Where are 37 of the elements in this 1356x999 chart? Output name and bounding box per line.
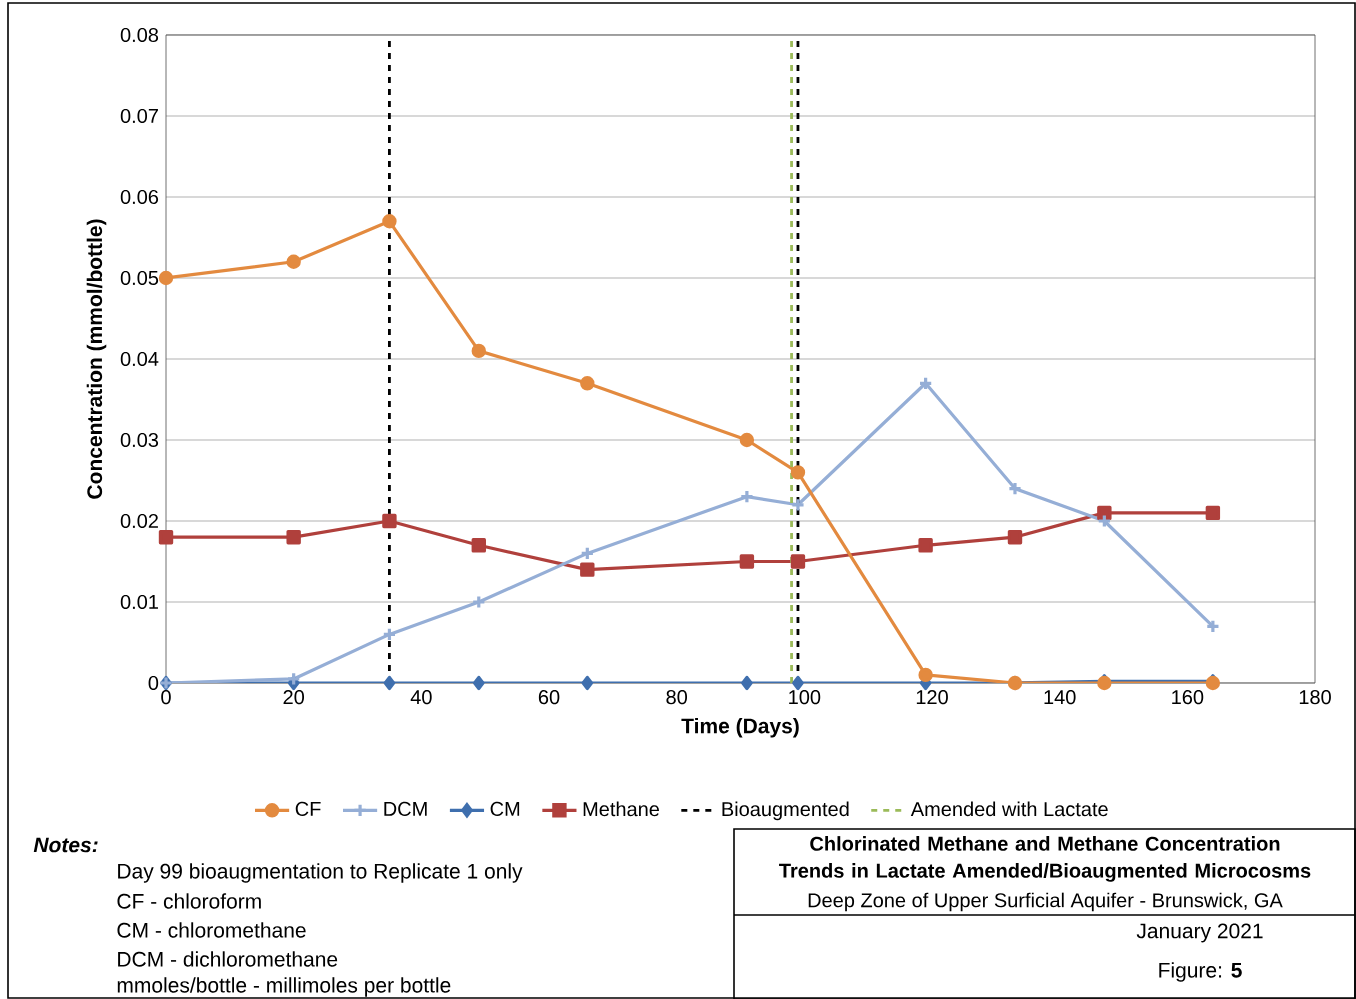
x-tick-label: 140 [1044,690,1076,705]
y-tick-label: 0 [148,675,159,691]
y-tick-label: 0.08 [120,27,159,43]
text: CF - chloroform [117,893,261,909]
y-tick-label: 0.01 [120,594,158,610]
text: mmoles/bottle - millimoles per bottle [117,977,451,997]
x-axis-title: Time (Days) [681,717,799,738]
y-tick-label: 0.04 [120,351,159,367]
x-tick-label: 80 [666,690,688,705]
text: Notes: [33,837,98,853]
text: DCM - dichloromethane [118,951,338,967]
x-tick-label: 120 [916,690,948,705]
x-tick-label: 160 [1172,690,1204,705]
y-tick-label: 0.07 [120,108,158,124]
x-tick-label: 180 [1299,690,1331,705]
text: Figure: 5 [1159,962,1242,982]
y-tick-label: 0.03 [120,432,159,448]
text: CM - chloromethane [117,922,306,938]
legend-label: CM [490,801,520,816]
y-tick-label: 0.02 [120,513,158,529]
text: Deep Zone of Upper Surficial Aquifer - Brunswick, GA [808,892,1283,912]
legend-label: CF [295,801,321,816]
text: Day 99 bioaugmentation to Replicate 1 only [118,863,523,883]
y-axis-title: Concentration (mmol/bottle) [86,219,107,499]
x-tick-label: 20 [283,690,305,705]
y-tick-label: 0.05 [120,270,159,286]
text: Chlorinated Methane and Methane Concentration Trends in Lactate Amended/Bioaugmented Microcosms [779,836,1311,882]
y-tick-label: 0.06 [120,189,159,205]
x-tick-label: 100 [789,690,821,705]
text: January 2021 [1136,923,1263,943]
x-tick-label: 60 [538,690,560,705]
legend-label: DCM [384,801,427,816]
legend-label: Bioaugmented [722,801,849,821]
legend-label: Methane [583,801,660,817]
x-tick-label: 0 [161,690,171,705]
x-tick-label: 40 [410,690,432,705]
legend-label: Amended with Lactate [910,801,1108,817]
